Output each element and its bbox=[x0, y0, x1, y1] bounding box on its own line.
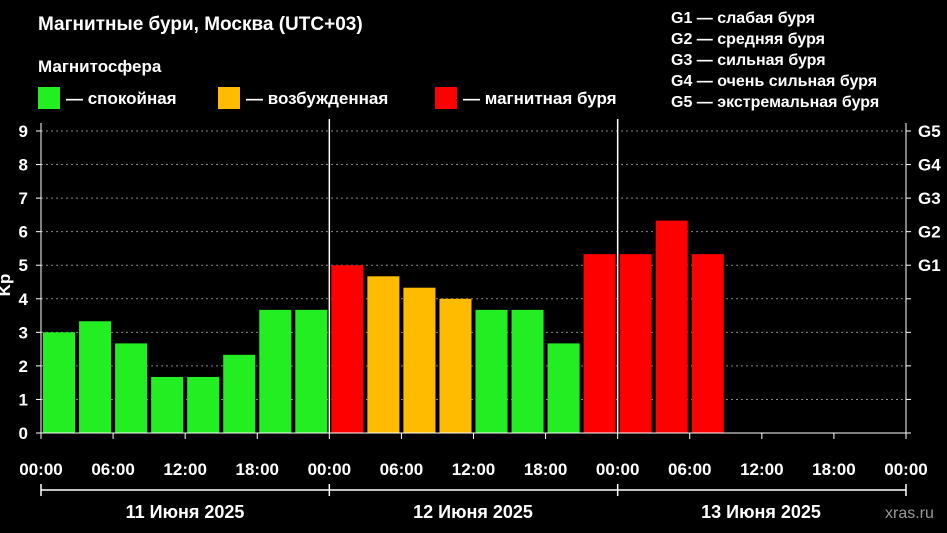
y-tick-label: 6 bbox=[19, 223, 28, 242]
y-tick-label: 8 bbox=[19, 156, 28, 175]
g-axis-label: G2 bbox=[918, 223, 941, 242]
x-tick-label: 00:00 bbox=[596, 460, 639, 479]
y-tick-label: 5 bbox=[19, 256, 28, 275]
y-tick-label: 7 bbox=[19, 189, 28, 208]
bar-storm bbox=[331, 265, 364, 433]
x-tick-label: 06:00 bbox=[91, 460, 134, 479]
chart-title: Магнитные бури, Москва (UTC+03) bbox=[38, 14, 363, 35]
bar-storm bbox=[583, 254, 616, 433]
g-legend-g3: G3 — сильная буря bbox=[671, 52, 826, 69]
g-legend-g1: G1 — слабая буря bbox=[671, 10, 815, 27]
x-tick-label: 12:00 bbox=[740, 460, 783, 479]
bar-calm bbox=[295, 309, 328, 433]
x-tick-label: 06:00 bbox=[668, 460, 711, 479]
x-tick-label: 12:00 bbox=[163, 460, 206, 479]
day-label-3: 13 Июня 2025 bbox=[701, 502, 821, 522]
legend-swatch-excited bbox=[218, 87, 240, 109]
g-axis-label: G5 bbox=[918, 122, 941, 141]
x-tick-label: 18:00 bbox=[524, 460, 567, 479]
x-tick-label: 06:00 bbox=[380, 460, 423, 479]
g-axis-label: G1 bbox=[918, 256, 941, 275]
bar-storm bbox=[655, 220, 688, 433]
bar-calm bbox=[547, 343, 580, 433]
legend-label-excited: — возбужденная bbox=[246, 89, 388, 108]
bar-storm bbox=[619, 254, 652, 433]
y-tick-label: 1 bbox=[19, 390, 28, 409]
g-legend-g4: G4 — очень сильная буря bbox=[671, 73, 877, 90]
bar-calm bbox=[511, 309, 544, 433]
bar-excited bbox=[439, 298, 472, 433]
legend-label-storm: — магнитная буря bbox=[463, 89, 617, 108]
bar-calm bbox=[187, 376, 220, 433]
legend-title: Магнитосфера bbox=[38, 57, 162, 76]
bar-calm bbox=[259, 309, 292, 433]
y-tick-label: 4 bbox=[19, 290, 29, 309]
y-tick-label: 3 bbox=[19, 323, 28, 342]
x-tick-label: 18:00 bbox=[236, 460, 279, 479]
g-legend-g5: G5 — экстремальная буря bbox=[671, 94, 879, 111]
plot-area: 0 1 2 3 4 5 6 7 8 9 G1 G2 G3 G4 G5 00:00 06:00 12:00 18:00… bbox=[19, 119, 941, 496]
g-axis-label: G3 bbox=[918, 189, 941, 208]
legend-swatch-storm bbox=[435, 87, 457, 109]
x-tick-label: 12:00 bbox=[452, 460, 495, 479]
legend-label-calm: — спокойная bbox=[66, 89, 177, 108]
y-tick-label: 0 bbox=[19, 424, 28, 443]
bar-excited bbox=[403, 287, 436, 433]
g-legend-g2: G2 — средняя буря bbox=[671, 31, 825, 48]
x-tick-label: 00:00 bbox=[19, 460, 62, 479]
y-tick-label: 9 bbox=[19, 122, 28, 141]
day-label-2: 12 Июня 2025 bbox=[413, 502, 533, 522]
legend-swatch-calm bbox=[38, 87, 60, 109]
day-label-1: 11 Июня 2025 bbox=[126, 502, 245, 522]
y-axis-label: Kp bbox=[0, 274, 14, 297]
bar-storm bbox=[691, 254, 724, 433]
x-tick-label: 00:00 bbox=[884, 460, 927, 479]
bar-excited bbox=[367, 276, 400, 433]
y-tick-label: 2 bbox=[19, 357, 28, 376]
x-tick-label: 00:00 bbox=[308, 460, 351, 479]
bar-calm bbox=[151, 376, 184, 433]
g-axis-label: G4 bbox=[918, 156, 941, 175]
x-tick-label: 18:00 bbox=[812, 460, 855, 479]
watermark: xras.ru bbox=[885, 505, 934, 522]
bar-calm bbox=[43, 332, 76, 433]
bar-calm bbox=[79, 321, 112, 433]
bar-calm bbox=[115, 343, 148, 433]
bar-calm bbox=[475, 309, 508, 433]
bar-calm bbox=[223, 354, 256, 433]
